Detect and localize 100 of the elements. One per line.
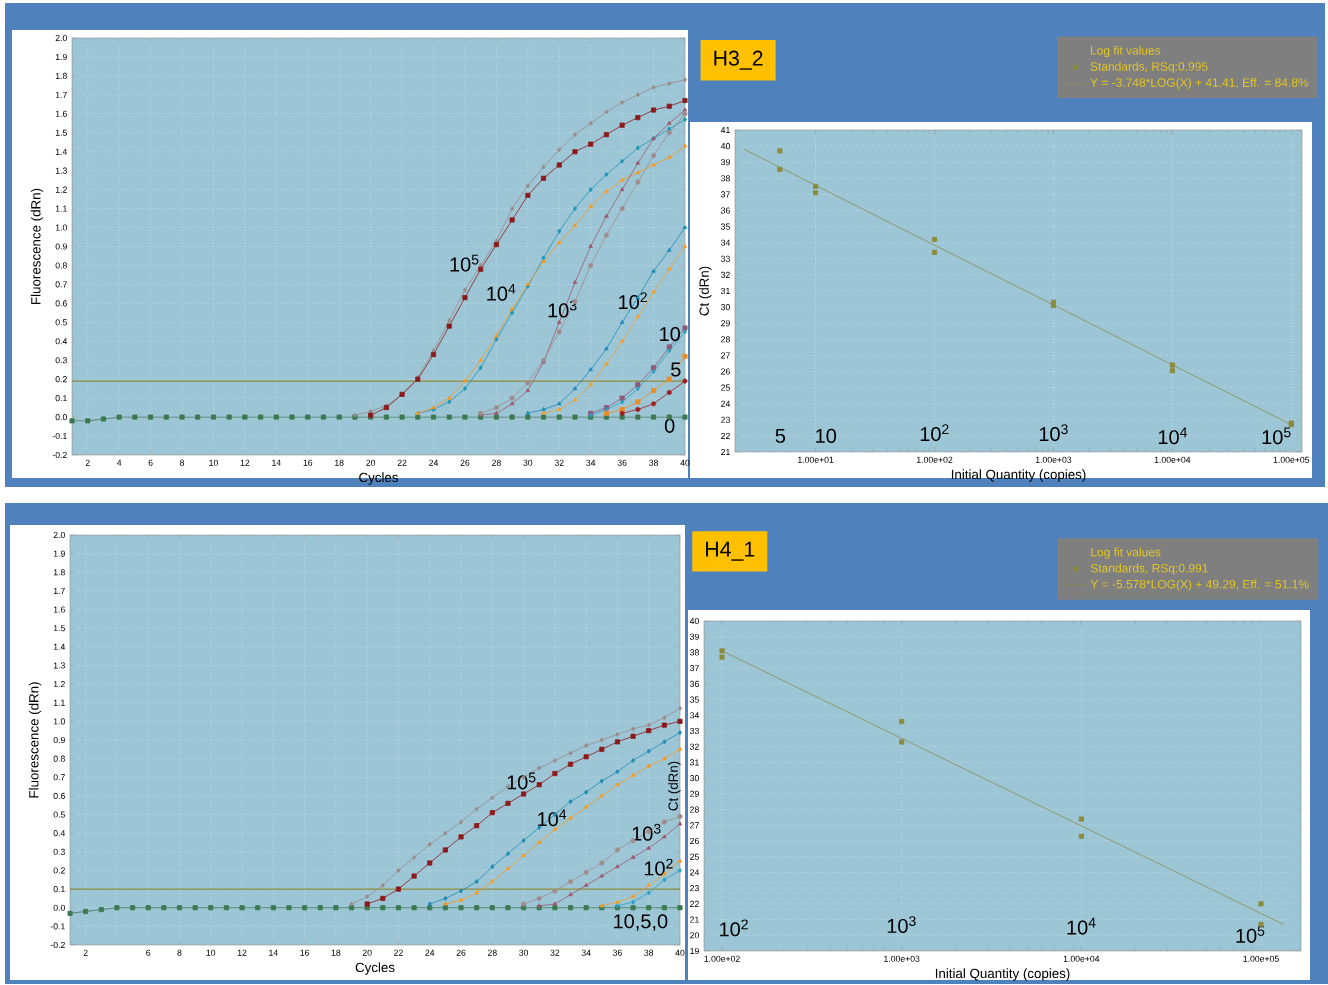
- y-tick-label: 1.1: [53, 699, 65, 706]
- x-tick-label: 30: [523, 459, 533, 466]
- annotation: 10$^{4}$: [1067, 917, 1096, 935]
- annotation: 10$^{4}$: [538, 809, 567, 827]
- y-tick-label: 1.6: [55, 110, 67, 117]
- y-tick-label: 24: [690, 869, 700, 876]
- y-tick-label: 22: [690, 900, 699, 907]
- y-tick-label: 0.1: [55, 394, 67, 402]
- x-tick-label: 6: [148, 459, 153, 466]
- y-tick-label: 2.0: [55, 34, 67, 41]
- legend-label: Y = -5.578*LOG(X) + 49.29, Eff. = 51.1%: [1090, 579, 1309, 591]
- y-tick-label: 28: [721, 336, 730, 343]
- annotation: 10$^{2}$: [720, 919, 748, 937]
- y-tick-label: 1.6: [53, 606, 65, 613]
- y-tick-label: 27: [690, 822, 699, 829]
- x-tick-label: 18: [331, 949, 341, 956]
- y-tick-label: 1.4: [53, 643, 66, 650]
- y-tick-label: 35: [690, 696, 699, 703]
- y-tick-label: 36: [690, 680, 699, 687]
- x-tick-label: 2: [83, 949, 88, 956]
- y-tick-label: 0.5: [53, 811, 65, 818]
- x-tick-label: 1.00e+05: [1243, 955, 1279, 962]
- x-tick-label: 14: [272, 459, 281, 466]
- y-tick-label: 1.0: [53, 718, 65, 725]
- y-tick-label: 0.4: [53, 830, 66, 837]
- annotation: 10$^{5}$: [507, 772, 536, 790]
- y-tick-label: 1.0: [55, 224, 67, 231]
- y-tick-label: -0.2: [50, 941, 65, 948]
- x-tick-label: 10: [206, 949, 216, 956]
- x-tick-label: 16: [300, 949, 310, 956]
- annotation: 10$^{5}$: [1262, 427, 1291, 445]
- x-tick-label: 24: [429, 459, 439, 466]
- x-tick-label: 8: [180, 459, 185, 466]
- y-tick-label: 26: [690, 837, 699, 844]
- y-tick-label: 0.6: [53, 792, 65, 799]
- y-tick-label: 28: [690, 806, 699, 813]
- x-tick-label: 1.00e+02: [917, 456, 953, 463]
- chart-title: H4_1: [706, 541, 755, 561]
- x-tick-label: 24: [425, 949, 435, 956]
- y-tick-label: 0.1: [53, 885, 65, 893]
- annotation: 10: [660, 326, 681, 342]
- y-tick-label: 21: [690, 916, 699, 923]
- y-tick-label: 26: [721, 368, 730, 375]
- y-tick-label: 1.7: [53, 587, 65, 594]
- y-tick-label: 25: [690, 853, 699, 860]
- annotation: 10$^{4}$: [487, 283, 516, 301]
- y-tick-label: 38: [690, 649, 699, 656]
- annotation: 10: [816, 428, 837, 443]
- y-tick-label: 40: [720, 142, 730, 150]
- annotation: 10$^{3}$: [1039, 424, 1068, 442]
- y-tick-label: 39: [690, 633, 699, 640]
- y-tick-label: 39: [720, 159, 730, 166]
- y-tick-label: -0.1: [50, 923, 65, 930]
- x-tick-label: 32: [550, 949, 560, 956]
- y-tick-label: 2.0: [53, 531, 65, 538]
- x-tick-label: 14: [269, 949, 278, 956]
- y-tick-label: 33: [720, 255, 730, 262]
- x-tick-label: 20: [362, 949, 372, 956]
- x-axis-title: Cycles: [355, 962, 395, 975]
- x-tick-label: 22: [394, 949, 403, 956]
- x-tick-label: 36: [617, 459, 627, 466]
- y-tick-label: 23: [690, 884, 699, 892]
- annotation: 10$^{5}$: [450, 254, 479, 272]
- annotation: 10$^{2}$: [619, 292, 647, 310]
- y-tick-label: 0.5: [55, 319, 67, 326]
- x-tick-label: 28: [492, 459, 501, 466]
- y-axis-title: Ct (dRn): [668, 761, 681, 811]
- annotation: 10,5,0: [614, 914, 668, 931]
- x-tick-label: 36: [612, 949, 622, 956]
- x-tick-label: 38: [644, 949, 654, 956]
- y-tick-label: 1.2: [55, 186, 67, 193]
- y-tick-label: 1.5: [55, 129, 67, 136]
- x-tick-label: 10: [209, 459, 218, 466]
- annotation: 0: [664, 418, 675, 433]
- chart-title: H3_2: [714, 50, 763, 70]
- y-tick-label: 34: [690, 712, 700, 719]
- x-tick-label: 16: [303, 459, 313, 466]
- x-tick-label: 1.00e+01: [798, 456, 834, 463]
- x-tick-label: 2: [85, 459, 90, 466]
- y-tick-label: 34: [720, 239, 731, 246]
- y-tick-label: 24: [721, 400, 731, 407]
- y-tick-label: 32: [720, 271, 730, 278]
- y-tick-label: 1.3: [53, 662, 65, 669]
- x-tick-label: 26: [456, 949, 466, 956]
- x-tick-label: 34: [586, 459, 596, 466]
- x-axis-title: Initial Quantity (copies): [935, 968, 1070, 981]
- annotation: 10$^{5}$: [1236, 926, 1265, 943]
- y-tick-label: 0.8: [55, 262, 67, 269]
- y-tick-label: 25: [721, 384, 730, 391]
- x-tick-label: 1.00e+03: [1035, 456, 1072, 463]
- y-tick-label: 0.7: [55, 281, 67, 288]
- x-tick-label: 8: [177, 949, 182, 956]
- y-tick-label: 0.0: [53, 904, 65, 911]
- y-tick-label: 1.2: [53, 680, 65, 688]
- legend-label: Standards, RSq:0.995: [1090, 61, 1208, 74]
- y-tick-label: 21: [721, 448, 730, 455]
- legend-title: Log fit values: [1091, 547, 1161, 559]
- y-axis-title: Ct (dRn): [699, 266, 712, 316]
- y-tick-label: 0.6: [55, 300, 67, 307]
- x-tick-label: 1.00e+03: [884, 955, 920, 962]
